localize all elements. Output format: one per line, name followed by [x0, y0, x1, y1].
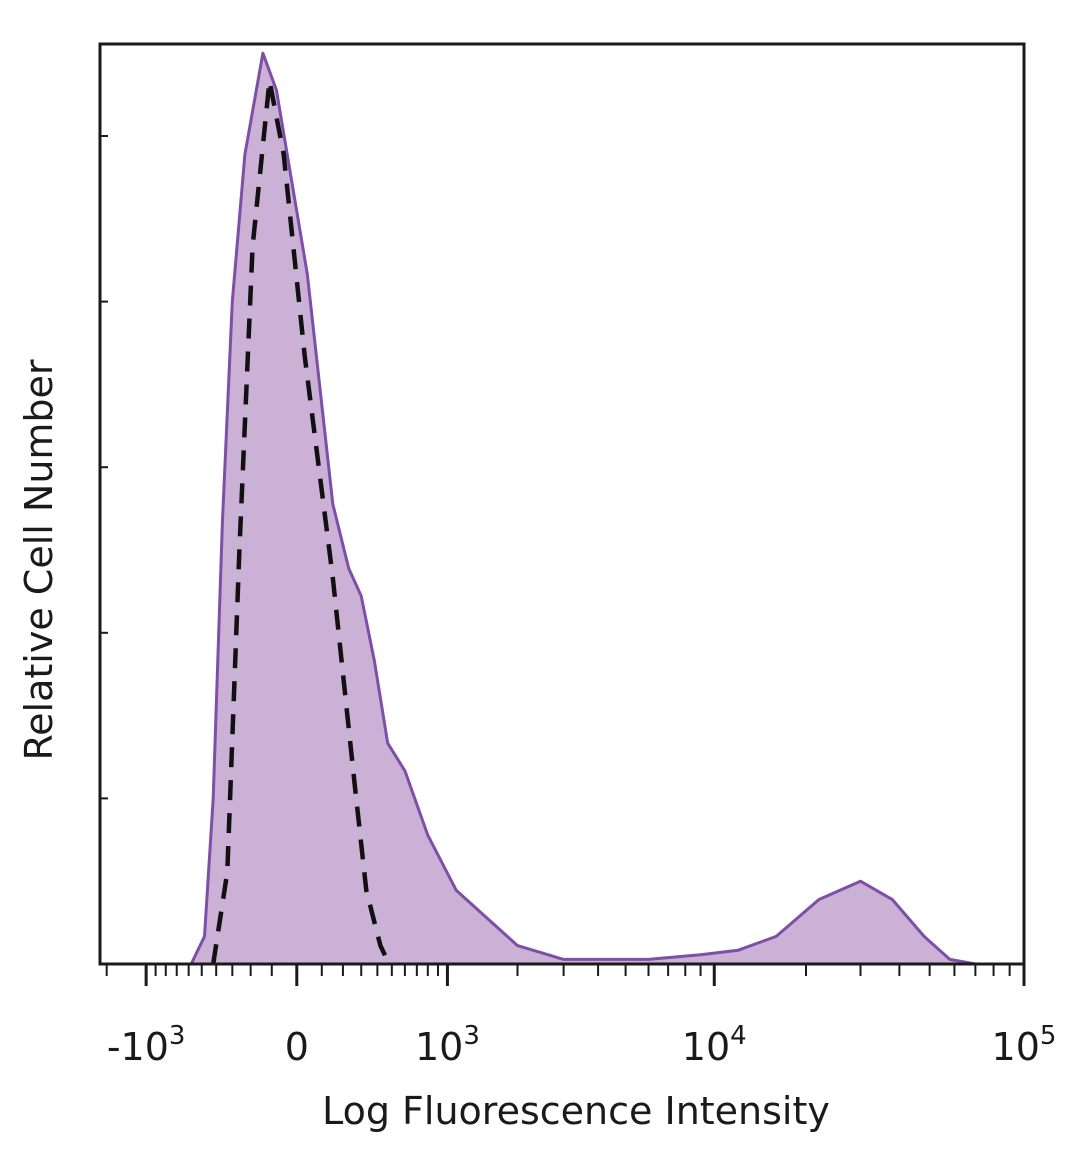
x-tick-label: 105 — [992, 1021, 1057, 1069]
histogram-filled-series — [189, 51, 977, 966]
minor-ticks — [105, 964, 1011, 976]
series-layer — [189, 51, 977, 966]
x-tick-label: 103 — [415, 1021, 480, 1069]
histogram-dashed-series — [210, 78, 392, 965]
x-ticks: -103 0 103 104 105 — [107, 964, 1057, 1069]
y-axis-label: Relative Cell Number — [17, 359, 61, 760]
plot-frame — [98, 42, 1026, 966]
x-tick-label: 104 — [682, 1021, 747, 1069]
x-axis-label: Log Fluorescence Intensity — [322, 1089, 830, 1133]
x-tick-label: -103 — [107, 1021, 186, 1069]
y-ticks — [100, 135, 108, 800]
x-tick-label: 0 — [285, 1025, 309, 1069]
